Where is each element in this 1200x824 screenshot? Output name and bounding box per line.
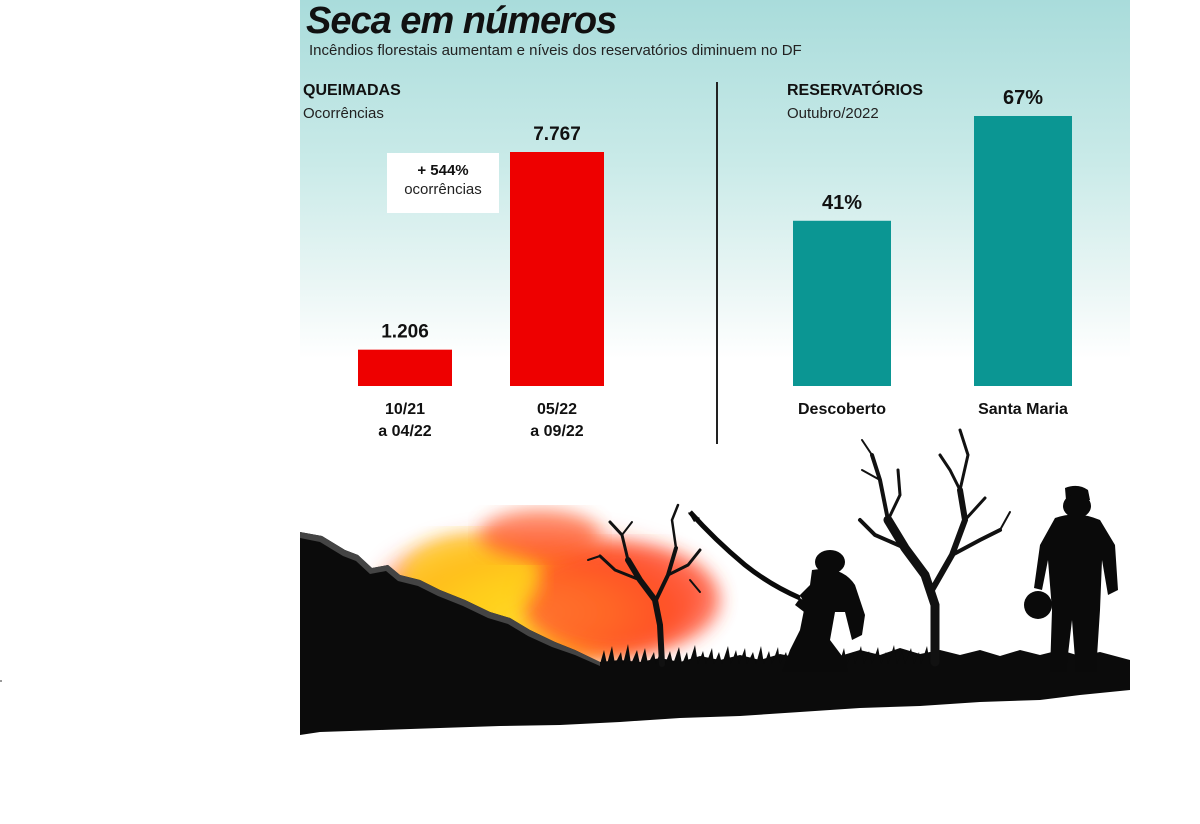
bar [974,116,1072,386]
firefighter-with-hose-icon [688,510,865,672]
page-title: Seca em números [306,0,617,42]
growth-annotation-box: + 544% ocorrências [387,153,499,213]
category-label: 10/21 [385,401,425,418]
bar [793,220,891,386]
bar-value-label: 1.206 [381,322,429,343]
bar-value-label: 7.767 [533,124,581,145]
dead-tree-icon [858,428,1011,667]
hill-silhouette [300,532,1130,735]
category-label: Santa Maria [978,401,1068,418]
queimadas-title: QUEIMADAS [303,82,401,99]
category-label: Descoberto [798,401,886,418]
bar-value-label: 41% [822,192,862,214]
growth-annotation-text: ocorrências [404,181,482,198]
category-label: 05/22 [537,401,577,418]
section-divider [716,82,718,444]
growth-annotation-value: + 544% [417,162,469,179]
dead-tree-icon [587,503,702,667]
queimadas-subtitle: Ocorrências [303,105,384,122]
reservatorios-title: RESERVATÓRIOS [787,82,924,99]
firefighter-walking-icon [1024,485,1118,672]
bar [358,349,452,386]
category-label: a 09/22 [530,423,583,440]
page-subtitle: Incêndios florestais aumentam e níveis d… [309,42,802,59]
category-label: a 04/22 [378,423,431,440]
bar [510,152,604,386]
reservatorios-subtitle: Outubro/2022 [787,105,879,122]
bar-value-label: 67% [1003,87,1043,109]
